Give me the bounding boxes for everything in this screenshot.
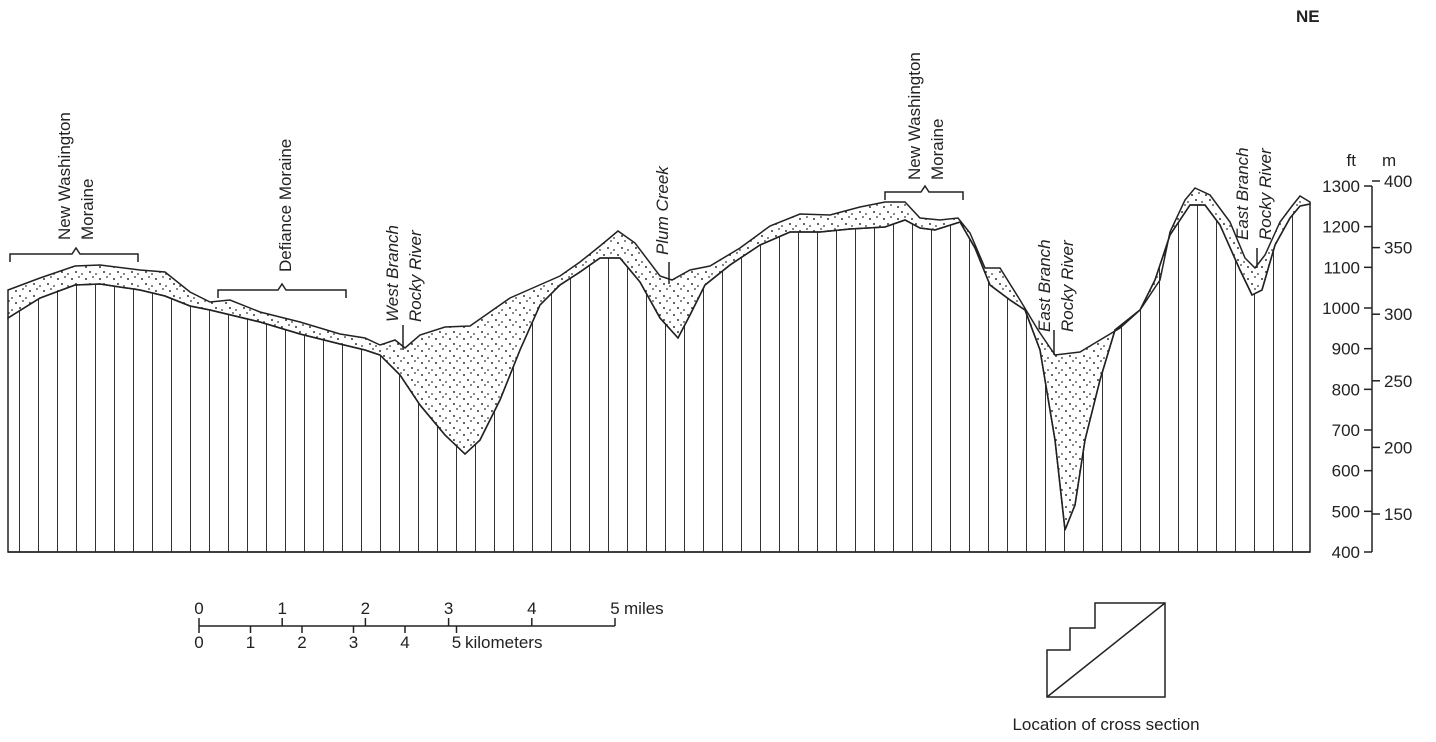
- cross-section-figure: NE New WashingtonMoraineDefiance Moraine…: [0, 0, 1436, 737]
- ft-tick-label: 1000: [1322, 299, 1360, 318]
- ft-tick-label: 1300: [1322, 177, 1360, 196]
- km-label: 1: [246, 633, 255, 652]
- ft-tick-label: 500: [1332, 502, 1360, 521]
- m-tick-label: 200: [1384, 438, 1412, 457]
- m-tick-label: 150: [1384, 505, 1412, 524]
- direction: NE: [1296, 7, 1320, 26]
- m-tick-label: 400: [1384, 172, 1412, 191]
- elevation-axis: ft m 400 500 600 700 800 900 1000 1100 1200 1300 1…: [1322, 151, 1412, 562]
- miles-label: 3: [444, 599, 453, 618]
- feature-label: West Branch: [383, 225, 402, 322]
- m-tick-label: 300: [1384, 305, 1412, 324]
- km-unit: kilometers: [465, 633, 542, 652]
- miles-label: 1: [277, 599, 286, 618]
- bedrock: [8, 204, 1310, 552]
- feature-label: Rocky River: [406, 229, 425, 322]
- miles-label: 5: [610, 599, 619, 618]
- miles-label: 0: [194, 599, 203, 618]
- ft-tick-label: 1200: [1322, 218, 1360, 237]
- km-label: 0: [194, 633, 203, 652]
- m-tick-label: 250: [1384, 372, 1412, 391]
- miles-label: 4: [527, 599, 536, 618]
- ft-tick-label: 1100: [1323, 258, 1360, 277]
- ft-tick-label: 800: [1332, 380, 1360, 399]
- m-unit: m: [1382, 151, 1396, 170]
- ft-tick-label: 700: [1332, 421, 1360, 440]
- feature-label: Rocky River: [1058, 239, 1077, 332]
- km-label: 3: [349, 633, 358, 652]
- ft-unit: ft: [1347, 151, 1357, 170]
- m-tick-label: 350: [1384, 239, 1412, 258]
- feature-label: Moraine: [928, 119, 947, 180]
- miles-label: 2: [361, 599, 370, 618]
- ft-tick-label: 900: [1332, 340, 1360, 359]
- feature-label: Moraine: [78, 179, 97, 240]
- feature-label: East Branch: [1233, 147, 1252, 240]
- location-map: [1047, 603, 1165, 697]
- ft-tick-label: 600: [1332, 462, 1360, 481]
- feature-label: Plum Creek: [653, 165, 672, 255]
- km-label: 5: [452, 633, 461, 652]
- km-label: 2: [297, 633, 306, 652]
- feature-label: New Washington: [55, 112, 74, 240]
- location-caption: Location of cross section: [1012, 715, 1199, 734]
- feature-label: New Washington: [905, 52, 924, 180]
- miles-unit: miles: [624, 599, 664, 618]
- km-label: 4: [400, 633, 409, 652]
- ft-tick-label: 400: [1332, 543, 1360, 562]
- feature-label: Rocky River: [1256, 147, 1275, 240]
- feature-label: East Branch: [1035, 239, 1054, 332]
- feature-label: Defiance Moraine: [276, 139, 295, 272]
